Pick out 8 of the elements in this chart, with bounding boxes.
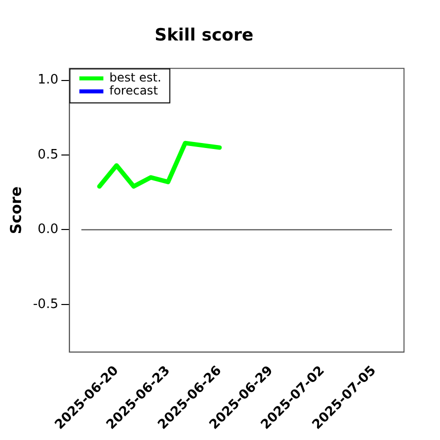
- legend-label: best est.: [109, 70, 162, 85]
- y-tick-label: 0.5: [38, 147, 58, 162]
- y-tick-label: 1.0: [38, 72, 58, 88]
- legend-label: forecast: [109, 84, 158, 98]
- chart-title: Skill score: [154, 26, 254, 46]
- y-axis-title: Score: [6, 186, 25, 234]
- y-tick-label: 0.0: [38, 222, 58, 238]
- y-tick-label: -0.5: [32, 296, 58, 312]
